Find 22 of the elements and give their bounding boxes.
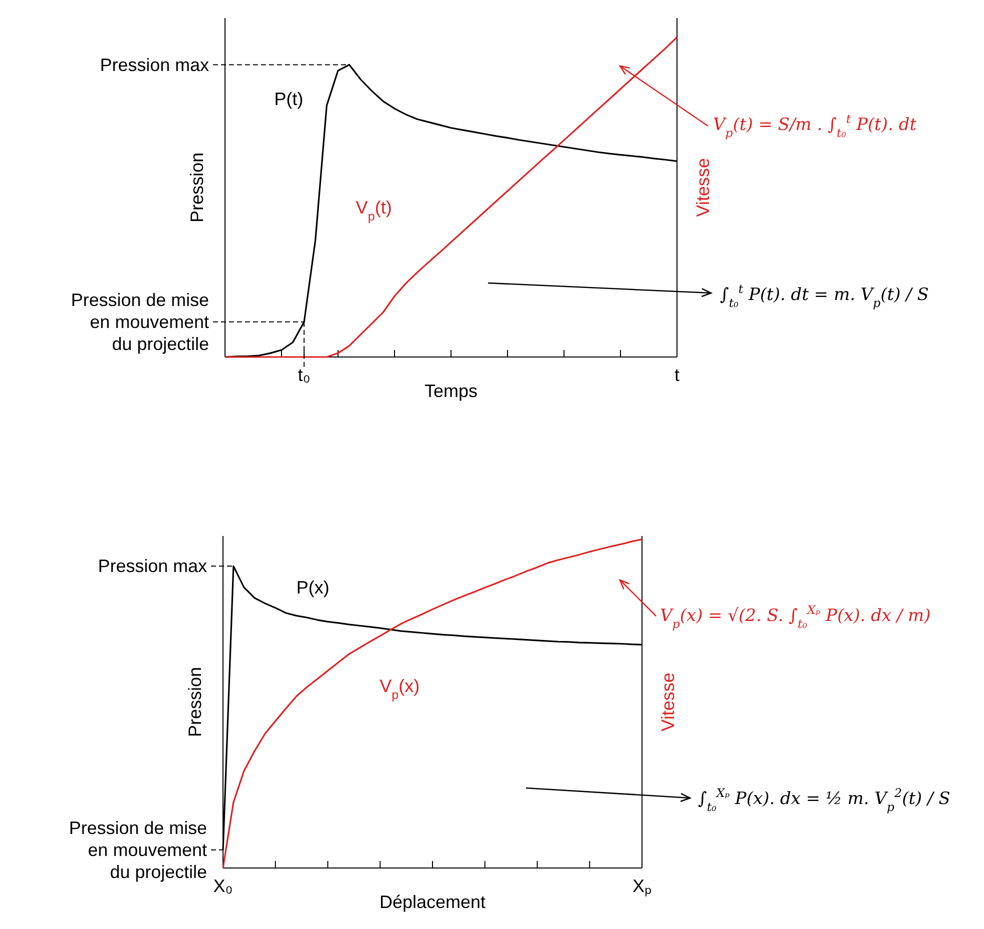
- series-label: P(x): [296, 578, 330, 598]
- annotation: Pression de mise en mouvement du projectile: [70, 290, 209, 354]
- annotation: Pression de mise en mouvement du projectile: [68, 818, 207, 882]
- text: V$_{p}$(t) = S/m . ∫$_{t₀}$$^{t}$ P(t). dt: [713, 112, 917, 140]
- ref-line-label: Pression max: [98, 556, 207, 576]
- series-label: V$_{p}$(x): [380, 676, 420, 702]
- y-axis-title: Pression: [185, 666, 205, 738]
- text: V$_{p}$(t): [356, 197, 392, 224]
- x-axis-title: Déplacement: [379, 892, 486, 912]
- text: ∫$_{t₀}$$^{Xₚ}$ P(x). dx = ½ m. V$_{p}$$^{2}$(t) / S: [698, 786, 950, 814]
- x-tick-label: Xₚ: [632, 876, 652, 897]
- x-axis-title: Temps: [424, 381, 478, 401]
- series-label: P(t): [274, 88, 304, 109]
- text: V$_{p}$(x) = √(2. S. ∫$_{t₀}$$^{Xₚ}$ P(x). dx / m): [660, 603, 931, 631]
- x-tick-label: X₀: [213, 876, 233, 896]
- x-tick-label: t: [674, 365, 680, 385]
- x-tick-label: t₀: [298, 365, 310, 385]
- y2-axis-title: Vitesse: [693, 158, 713, 217]
- text: ∫$_{t₀}$$^{t}$ P(t). dt = m. V$_{p}$(t) / S: [720, 282, 929, 310]
- y2-axis-title: Vitesse: [658, 672, 678, 732]
- ref-line-label: Pression max: [100, 54, 209, 75]
- y-axis-title: Pression: [187, 152, 207, 223]
